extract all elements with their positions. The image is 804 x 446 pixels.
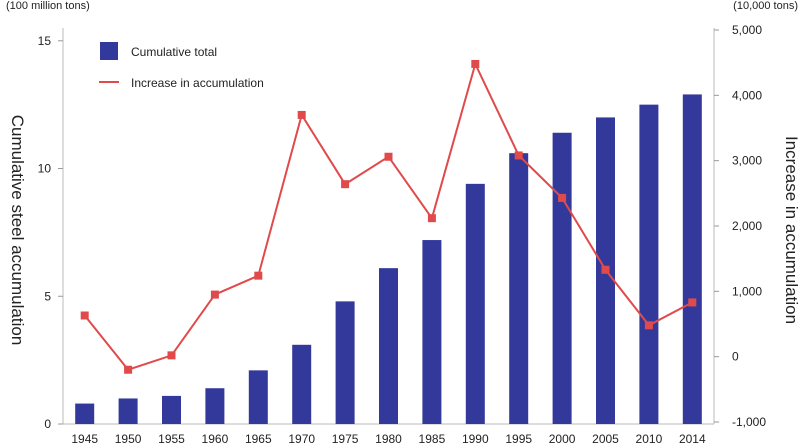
line-point [210, 290, 219, 299]
right-tick-label: 0 [732, 350, 739, 364]
right-axis-title: Increase in accumulation [782, 136, 801, 324]
line-point [167, 351, 176, 360]
bar [248, 370, 268, 424]
bar [75, 403, 95, 424]
line-point [644, 321, 653, 330]
bar [639, 104, 659, 424]
x-tick-label: 1960 [202, 432, 229, 446]
bars [75, 94, 702, 424]
x-tick-label: 1980 [375, 432, 402, 446]
x-tick-label: 1965 [245, 432, 272, 446]
bar [682, 94, 702, 424]
right-tick-label: 3,000 [732, 154, 762, 168]
bar [552, 132, 572, 424]
left-tick-label: 10 [38, 162, 52, 176]
legend-bar-label: Cumulative total [131, 45, 217, 59]
left-tick-label: 5 [44, 289, 51, 303]
x-tick-label: 2005 [592, 432, 619, 446]
right-tick-label: 2,000 [732, 219, 762, 233]
axes: 0 5 10 15 -1,000 0 1,000 2,000 3,000 4,000 5,000 19… [38, 23, 767, 446]
bar [465, 183, 485, 424]
bar [292, 344, 312, 424]
line-point [558, 193, 567, 202]
line-point [297, 110, 306, 119]
x-tick-label: 1990 [462, 432, 489, 446]
x-tick-label: 2014 [679, 432, 706, 446]
x-tick-label: 1995 [505, 432, 532, 446]
x-tick-label: 1945 [71, 432, 98, 446]
line-point [427, 214, 436, 223]
x-tick-label: 1950 [115, 432, 142, 446]
bar [379, 268, 398, 424]
line-point [514, 151, 523, 160]
right-tick-label: 5,000 [732, 23, 762, 37]
line-point [384, 152, 393, 161]
x-tick-label: 1970 [288, 432, 315, 446]
left-tick-label: 15 [38, 34, 52, 48]
legend-line-label: Increase in accumulation [131, 76, 264, 90]
line-layer [80, 59, 697, 374]
line-point [341, 180, 350, 189]
bar [509, 153, 529, 424]
legend: Cumulative total Increase in accumulatio… [99, 42, 264, 90]
line-point [688, 298, 697, 307]
x-tick-label: 1985 [419, 432, 446, 446]
line-point [601, 265, 610, 274]
left-axis-title: Cumulative steel accumulation [8, 115, 27, 346]
x-tick-label: 1975 [332, 432, 359, 446]
right-tick-label: 4,000 [732, 88, 762, 102]
right-tick-label: -1,000 [732, 415, 766, 429]
bar [118, 398, 138, 424]
x-tick-label: 2010 [636, 432, 663, 446]
right-tick-label: 1,000 [732, 284, 762, 298]
line-point [254, 271, 263, 280]
line-point [80, 311, 89, 320]
bar [162, 395, 181, 424]
bar [335, 301, 355, 424]
x-tick-label: 1955 [158, 432, 185, 446]
legend-bar-swatch [100, 42, 118, 60]
left-unit-label: (100 million tons) [6, 0, 90, 12]
right-unit-label: (10,000 tons) [733, 0, 798, 12]
line-point [124, 365, 133, 374]
bar [422, 240, 442, 424]
left-tick-label: 0 [44, 417, 51, 431]
line-point [471, 59, 480, 68]
x-tick-label: 2000 [549, 432, 576, 446]
bar [205, 388, 225, 424]
